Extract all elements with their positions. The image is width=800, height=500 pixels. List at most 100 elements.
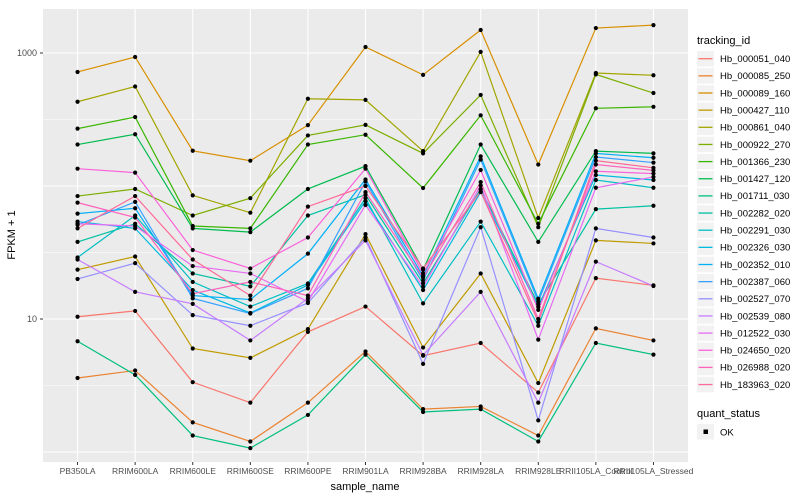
- point-Hb_001427_120: [248, 230, 253, 235]
- x-tick-label-RRII105LA_Stressed: RRII105LA_Stressed: [614, 466, 694, 476]
- point-Hb_001366_230: [593, 106, 598, 111]
- y-tick-label: 1000: [17, 48, 37, 58]
- legend-item-Hb_001366_230: Hb_001366_230: [697, 153, 790, 170]
- point-Hb_002282_020: [248, 284, 253, 289]
- point-Hb_002539_080: [651, 283, 656, 289]
- point-Hb_183963_020: [651, 165, 656, 170]
- point-Hb_001711_030: [363, 352, 368, 357]
- point-Hb_001711_030: [536, 439, 541, 444]
- y-tick-label: 10: [27, 314, 37, 324]
- point-Hb_002387_060: [536, 299, 541, 304]
- point-Hb_002291_030: [363, 196, 368, 201]
- point-Hb_002352_010: [478, 154, 483, 159]
- legend-label: Hb_001427_120: [720, 174, 790, 185]
- point-Hb_000427_110: [75, 267, 80, 272]
- point-Hb_012522_030: [248, 271, 253, 276]
- point-Hb_002352_010: [133, 206, 138, 211]
- point-Hb_000922_270: [305, 133, 311, 138]
- legend-tracking-id: Hb_000051_040 Hb_000085_250 Hb_000089_160 H…: [697, 51, 790, 393]
- point-Hb_001711_030: [133, 372, 138, 377]
- point-Hb_002282_020: [305, 213, 311, 218]
- point-Hb_000089_160: [363, 44, 368, 50]
- legend-item-Hb_012522_030: Hb_012522_030: [697, 325, 790, 341]
- y-axis-title: FPKM + 1: [6, 210, 18, 259]
- legend-label: Hb_001366_230: [720, 157, 790, 168]
- point-Hb_000089_160: [133, 54, 138, 60]
- x-axis-title: sample_name: [330, 481, 399, 493]
- point-Hb_000922_270: [536, 225, 541, 230]
- point-Hb_001366_230: [420, 185, 426, 191]
- point-Hb_002291_030: [593, 177, 598, 183]
- legend-label: Hb_002527_070: [720, 294, 790, 305]
- point-Hb_000085_250: [363, 349, 368, 354]
- point-Hb_026988_020: [133, 215, 138, 220]
- x-tick-label-RRIM928LE: RRIM928LE: [515, 466, 562, 476]
- legend-item-Hb_002291_030: Hb_002291_030: [697, 222, 790, 238]
- point-Hb_012522_030: [190, 263, 195, 269]
- point-Hb_002326_030: [420, 287, 426, 293]
- point-Hb_026988_020: [536, 316, 541, 322]
- point-Hb_001711_030: [478, 407, 483, 412]
- point-Hb_001366_230: [363, 132, 368, 137]
- legend-label: Hb_001711_030: [720, 191, 790, 202]
- point-Hb_026988_020: [75, 200, 80, 205]
- point-Hb_002352_010: [651, 155, 656, 160]
- point-Hb_000427_110: [363, 231, 368, 237]
- legend-label: Hb_000051_040: [720, 54, 790, 65]
- point-Hb_002282_020: [593, 207, 598, 212]
- point-Hb_000051_040: [75, 314, 80, 319]
- point-Hb_183963_020: [363, 183, 368, 189]
- point-Hb_002352_010: [248, 297, 253, 302]
- point-Hb_001366_230: [536, 221, 541, 226]
- point-Hb_002539_080: [75, 257, 80, 262]
- point-Hb_012522_030: [363, 202, 368, 208]
- point-Hb_002387_060: [478, 157, 483, 162]
- point-Hb_183963_020: [536, 319, 541, 325]
- point-Hb_000051_040: [133, 308, 138, 314]
- point-Hb_001711_030: [593, 340, 598, 346]
- legend-item-quant-OK: OK: [697, 424, 734, 440]
- legend-item-Hb_024650_020: Hb_024650_020: [697, 342, 790, 359]
- point-Hb_024650_020: [651, 171, 656, 176]
- legend-label: Hb_002539_080: [720, 311, 790, 322]
- point-Hb_000922_270: [651, 90, 656, 96]
- point-Hb_024650_020: [75, 166, 80, 171]
- point-Hb_000051_040: [363, 304, 368, 309]
- point-Hb_000085_250: [536, 433, 541, 438]
- point-Hb_000861_040: [75, 99, 80, 104]
- point-Hb_000427_110: [478, 271, 483, 276]
- point-Hb_183963_020: [75, 226, 80, 231]
- point-Hb_000922_270: [75, 193, 80, 199]
- point-Hb_002282_020: [190, 271, 195, 276]
- point-Hb_001427_120: [190, 226, 195, 231]
- x-tick-label-RRIM600LA: RRIM600LA: [112, 466, 159, 476]
- legend-item-Hb_000427_110: Hb_000427_110: [697, 102, 790, 118]
- legend-label: Hb_000089_160: [720, 88, 790, 99]
- legend-label: Hb_026988_020: [720, 363, 790, 374]
- point-Hb_002527_070: [75, 276, 80, 282]
- point-Hb_002352_010: [593, 151, 598, 156]
- legend-label: Hb_024650_020: [720, 346, 790, 357]
- point-Hb_002387_060: [363, 179, 368, 184]
- point-Hb_000427_110: [420, 345, 426, 350]
- legend-title-tracking-id: tracking_id: [697, 35, 750, 47]
- point-Hb_000085_250: [190, 420, 195, 425]
- point-Hb_000089_160: [190, 148, 195, 153]
- legend-title-quant-status: quant_status: [697, 408, 760, 420]
- point-Hb_002291_030: [651, 185, 656, 190]
- point-Hb_002527_070: [190, 312, 195, 318]
- point-Hb_000861_040: [363, 97, 368, 102]
- point-Hb_012522_030: [420, 284, 426, 289]
- point-Hb_001427_120: [133, 132, 138, 137]
- point-Hb_183963_020: [133, 193, 138, 199]
- point-Hb_026988_020: [305, 293, 311, 298]
- point-Hb_024650_020: [133, 170, 138, 175]
- point-Hb_001711_030: [420, 409, 426, 415]
- point-Hb_000085_250: [593, 326, 598, 331]
- point-Hb_002291_030: [190, 279, 195, 285]
- x-tick-label-RRIM928LA: RRIM928LA: [458, 466, 505, 476]
- point-Hb_000051_040: [536, 390, 541, 395]
- point-Hb_024650_020: [593, 169, 598, 174]
- point-Hb_000922_270: [190, 213, 195, 218]
- point-Hb_000089_160: [305, 123, 311, 128]
